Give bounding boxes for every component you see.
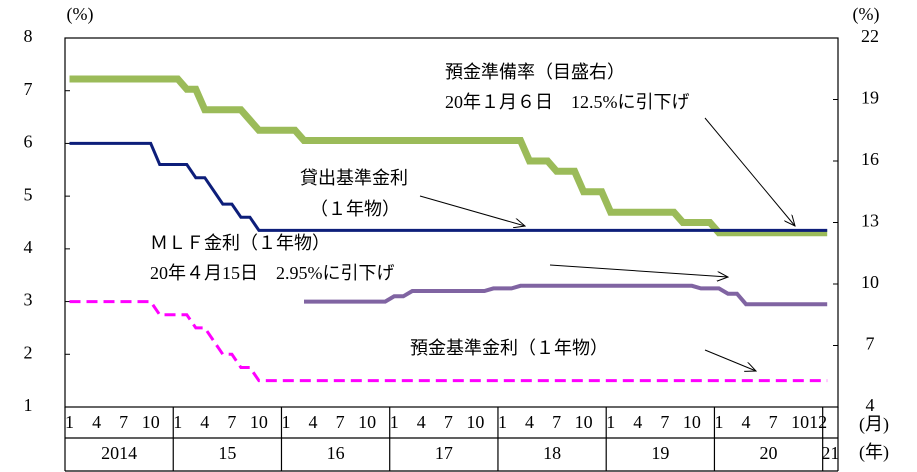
x-month-tick-label: 7	[119, 412, 128, 432]
x-month-tick-label: 4	[417, 412, 426, 432]
x-month-tick-label: 1	[714, 412, 723, 432]
y2-tick-label: 19	[861, 88, 879, 108]
x-month-tick-label: 1	[606, 412, 615, 432]
annotation-arrow	[704, 117, 795, 226]
x-month-tick-label: 4	[633, 412, 642, 432]
y-tick-label: 2	[24, 342, 33, 362]
series-note: 20年１月６日 12.5%に引下げ	[445, 92, 690, 112]
x-month-tick-label: 1	[173, 412, 182, 432]
series-label: 預金準備率（目盛右）	[445, 62, 625, 82]
x-month-label: (月)	[859, 414, 889, 435]
y-tick-label: 4	[24, 237, 33, 257]
x-month-tick-label: 7	[336, 412, 345, 432]
series-label: 貸出基準金利	[300, 168, 408, 188]
x-month-tick-label: 1	[65, 412, 74, 432]
x-year-tick-label: 2014	[101, 443, 137, 463]
x-month-tick-label: 4	[309, 412, 318, 432]
x-month-tick-label: 1	[498, 412, 507, 432]
series-line	[69, 75, 828, 237]
series-label: ＭＬＦ金利（１年物）	[150, 233, 330, 253]
x-year-tick-label: 17	[435, 443, 453, 463]
x-month-tick-label: 4	[525, 412, 534, 432]
x-month-tick-label: 1	[390, 412, 399, 432]
series-note: 20年４月15日 2.95%に引下げ	[150, 263, 395, 283]
y-tick-label: 3	[24, 290, 33, 310]
x-month-tick-label: 10	[791, 412, 809, 432]
annotation-arrow	[549, 264, 728, 277]
y-tick-label: 5	[24, 184, 33, 204]
x-month-tick-label: 4	[92, 412, 101, 432]
x-month-tick-label: 12	[809, 412, 827, 432]
series-line	[304, 283, 828, 307]
x-year-tick-label: 16	[327, 443, 345, 463]
x-month-tick-label: 10	[142, 412, 160, 432]
x-year-label: (年)	[859, 442, 889, 463]
x-year-tick-label: 20	[760, 443, 778, 463]
y2-tick-label: 10	[861, 272, 879, 292]
y2-tick-label: 4	[866, 395, 875, 415]
x-month-tick-label: 4	[742, 412, 751, 432]
x-month-tick-label: 7	[769, 412, 778, 432]
x-year-tick-label: 21	[821, 443, 839, 463]
x-month-tick-label: 7	[660, 412, 669, 432]
x-year-tick-label: 18	[543, 443, 561, 463]
y2-tick-label: 22	[861, 26, 879, 46]
y-tick-label: 6	[24, 132, 33, 152]
series-note: （１年物）	[310, 199, 400, 219]
y-tick-label: 8	[24, 26, 33, 46]
series-label: 預金基準金利（１年物）	[410, 338, 608, 358]
y2-tick-label: 13	[861, 211, 879, 231]
x-month-tick-label: 10	[358, 412, 376, 432]
annotation-arrow	[704, 349, 756, 371]
series-line	[69, 300, 828, 383]
x-month-tick-label: 1	[281, 412, 290, 432]
y-tick-label: 1	[24, 395, 33, 415]
x-month-tick-label: 10	[466, 412, 484, 432]
y2-axis-label: (%)	[853, 4, 880, 25]
x-month-tick-label: 4	[200, 412, 209, 432]
x-month-tick-label: 7	[227, 412, 236, 432]
y-axis-label: (%)	[67, 4, 94, 25]
x-month-tick-label: 7	[444, 412, 453, 432]
y2-tick-label: 7	[866, 334, 875, 354]
x-month-tick-label: 7	[552, 412, 561, 432]
x-month-tick-label: 10	[683, 412, 701, 432]
x-year-tick-label: 15	[218, 443, 236, 463]
annotation-arrow	[419, 195, 525, 226]
x-month-tick-label: 10	[250, 412, 268, 432]
y-tick-label: 7	[24, 79, 33, 99]
series-line	[69, 141, 828, 232]
x-year-tick-label: 19	[651, 443, 669, 463]
y2-tick-label: 16	[861, 149, 879, 169]
x-month-tick-label: 10	[575, 412, 593, 432]
